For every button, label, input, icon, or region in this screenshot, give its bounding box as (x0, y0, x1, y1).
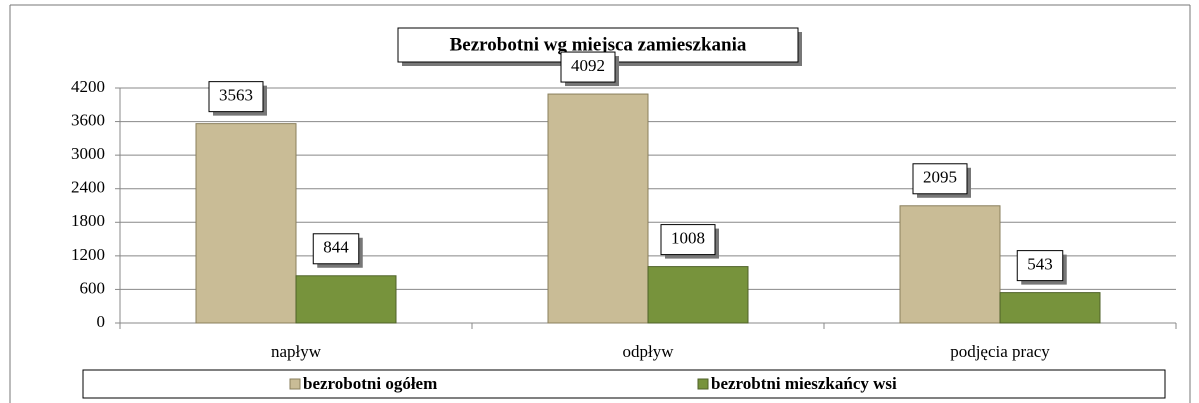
y-tick-label: 4200 (71, 77, 105, 96)
chart-title: Bezrobotni wg miejsca zamieszkania (450, 34, 747, 55)
y-tick-label: 0 (97, 312, 106, 331)
data-label: 1008 (671, 229, 705, 248)
data-label: 3563 (219, 86, 253, 105)
x-tick-label: odpływ (623, 342, 675, 361)
data-label: 844 (323, 238, 349, 257)
legend-marker (697, 378, 709, 390)
data-label: 2095 (923, 168, 957, 187)
bars (195, 93, 1101, 324)
data-label-box (660, 224, 716, 256)
bar (547, 93, 649, 324)
data-label: 543 (1027, 255, 1053, 274)
legend-marker (289, 378, 301, 390)
y-tick-label: 3600 (71, 110, 105, 129)
y-tick-label: 1800 (71, 211, 105, 230)
legend-label: bezrobotni ogółem (303, 374, 437, 393)
data-label: 4092 (571, 56, 605, 75)
bar (647, 266, 749, 324)
labels: 3563 844 4092 1008 2095 543 (208, 51, 1067, 285)
bar (899, 205, 1001, 324)
data-label-box (312, 233, 360, 265)
data-label-box (1016, 250, 1064, 282)
y-tick-label: 1200 (71, 245, 105, 264)
x-tick-label: napływ (271, 342, 322, 361)
data-label-box (560, 51, 616, 83)
data-label-box (912, 163, 968, 195)
y-tick-label: 3000 (71, 144, 105, 163)
bar (295, 275, 397, 324)
y-tick-label: 600 (80, 278, 106, 297)
data-label-box (208, 81, 264, 113)
bar (999, 292, 1101, 324)
y-tick-label: 2400 (71, 178, 105, 197)
x-tick-label: podjęcia pracy (950, 342, 1050, 361)
legend-box (82, 369, 1166, 399)
legend-label: bezrobtni mieszkańcy wsi (711, 374, 897, 393)
bar (195, 123, 297, 324)
